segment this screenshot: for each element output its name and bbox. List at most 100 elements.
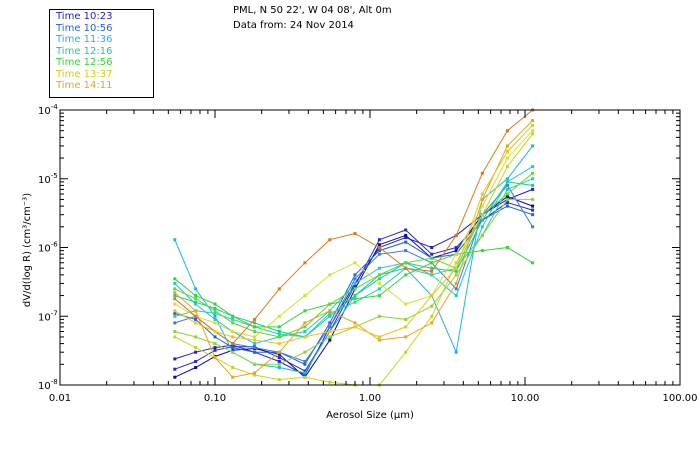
data-point: [277, 366, 281, 369]
data-point: [194, 294, 198, 298]
data-point: [404, 273, 408, 277]
data-point: [213, 335, 217, 339]
data-point: [173, 297, 177, 301]
data-point: [353, 294, 357, 298]
data-point: [505, 177, 509, 181]
series-line: [174, 188, 533, 376]
data-point: [404, 236, 408, 239]
y-axis-label: dV/d(log R) (cm³/cm⁻³): [22, 193, 33, 307]
data-point: [213, 346, 217, 350]
data-point: [173, 330, 177, 333]
data-point: [480, 218, 484, 222]
data-point: [253, 373, 257, 377]
data-point: [454, 266, 458, 270]
data-point: [328, 380, 332, 384]
data-point: [377, 281, 381, 285]
data-point: [277, 314, 281, 318]
data-point: [480, 233, 484, 237]
data-point: [213, 321, 217, 325]
series-line: [174, 181, 533, 338]
data-point: [277, 330, 281, 333]
data-point: [377, 287, 381, 291]
data-point: [430, 252, 434, 256]
x-tick-label: 0.01: [49, 393, 71, 404]
data-point: [213, 356, 217, 360]
series-line: [174, 205, 533, 365]
data-point: [480, 213, 484, 217]
data-point: [531, 204, 535, 208]
data-point: [253, 317, 257, 321]
data-point: [173, 375, 177, 379]
data-point: [303, 335, 307, 339]
data-point: [505, 195, 509, 199]
data-point: [194, 300, 198, 304]
legend-item: Time 11:36: [56, 34, 113, 45]
data-point: [194, 350, 198, 354]
data-point: [253, 321, 257, 325]
data-point: [353, 325, 357, 329]
data-point: [303, 330, 307, 333]
data-point: [303, 375, 307, 379]
data-point: [253, 371, 257, 375]
data-point: [277, 360, 281, 363]
data-point: [480, 225, 484, 229]
series-line: [174, 166, 533, 345]
data-point: [430, 314, 434, 318]
data-point: [328, 330, 332, 333]
series-line: [174, 196, 533, 378]
data-point: [353, 273, 357, 277]
data-point: [231, 317, 235, 321]
data-point: [277, 362, 281, 366]
data-point: [454, 269, 458, 273]
data-point: [328, 309, 332, 313]
series-line: [174, 202, 533, 372]
data-point: [277, 335, 281, 339]
plot-frame: [59, 109, 681, 386]
data-point: [505, 197, 509, 201]
data-point: [253, 342, 257, 346]
data-point: [430, 246, 434, 249]
data-point: [253, 325, 257, 329]
data-point: [277, 287, 281, 291]
y-tick-label: 10-6: [38, 241, 58, 255]
data-point: [328, 314, 332, 318]
series-line: [174, 109, 533, 345]
series-16: [173, 108, 535, 346]
x-tick-label: 0.10: [204, 393, 226, 404]
data-point: [303, 261, 307, 265]
data-point: [404, 249, 408, 253]
data-point: [454, 252, 458, 256]
data-point: [404, 233, 408, 237]
data-point: [303, 362, 307, 366]
data-point: [531, 261, 535, 265]
data-point: [480, 204, 484, 208]
data-point: [430, 266, 434, 270]
data-point: [173, 321, 177, 325]
data-point: [454, 261, 458, 265]
data-point: [194, 287, 198, 291]
data-point: [480, 249, 484, 253]
data-point: [213, 311, 217, 315]
data-point: [303, 373, 307, 377]
data-point: [328, 302, 332, 306]
data-point: [231, 342, 235, 346]
data-point: [231, 348, 235, 352]
data-point: [404, 335, 408, 339]
data-point: [353, 261, 357, 265]
series-line: [174, 120, 533, 378]
data-point: [505, 187, 509, 191]
series-2: [173, 201, 535, 373]
data-point: [505, 183, 509, 187]
data-point: [353, 281, 357, 285]
legend-item: Time 14:11: [56, 80, 113, 91]
legend: Time 10:23 Time 10:56 Time 11:36 Time 12:16…: [49, 9, 154, 98]
y-tick-label: 10-7: [38, 309, 58, 323]
data-point: [454, 249, 458, 253]
data-point: [194, 366, 198, 369]
data-point: [173, 302, 177, 306]
series-line: [174, 172, 533, 338]
x-axis-label: Aerosol Size (μm): [326, 410, 414, 421]
data-point: [454, 294, 458, 298]
data-point: [173, 309, 177, 313]
data-point: [404, 317, 408, 321]
